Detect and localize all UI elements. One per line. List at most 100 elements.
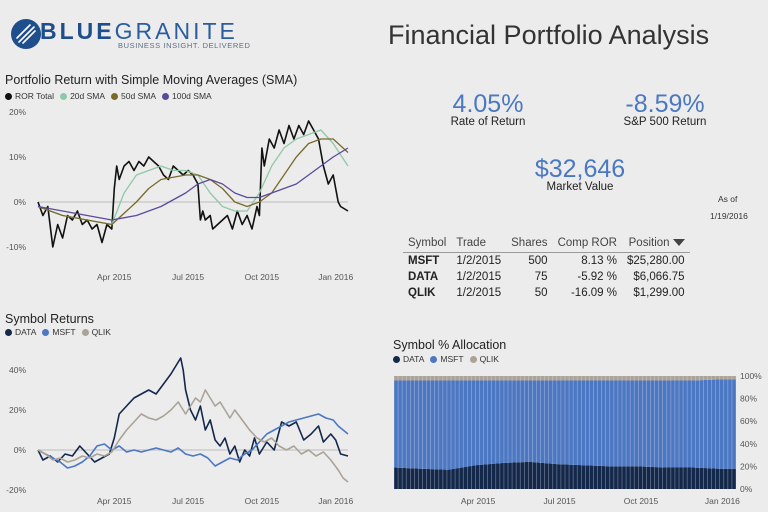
cell-position: $25,280.00 [627, 255, 685, 267]
x-tick-label: Jan 2016 [705, 496, 740, 506]
table-row[interactable]: MSFT 1/2/2015 500 8.13 % $25,280.00 [403, 253, 690, 270]
y-tick-label: 20% [740, 461, 757, 471]
legend-swatch-icon [393, 355, 400, 363]
legend-label: 100d SMA [172, 91, 212, 101]
cell-comp-ror: 8.13 % [581, 255, 617, 267]
column-header-trade[interactable]: Trade [451, 236, 507, 253]
cell-comp-ror: -16.09 % [570, 287, 617, 299]
cell-symbol: DATA [408, 271, 439, 283]
sp500-return-card: -8.59% S&P 500 Return [595, 90, 735, 128]
x-tick-label: Jan 2016 [318, 272, 353, 282]
cell-position: $1,299.00 [633, 287, 685, 299]
cell-trade: 1/2/2015 [456, 287, 502, 299]
rate-of-return-value: 4.05% [452, 90, 524, 118]
legend-label: ROR Total [15, 91, 55, 101]
y-tick-label: 20% [9, 107, 26, 117]
rate-of-return-card: 4.05% Rate of Return [418, 90, 558, 128]
series-line-20d-sma[interactable] [37, 129, 349, 226]
x-tick-label: Jul 2015 [544, 496, 576, 506]
series-line-qlik[interactable] [37, 389, 349, 483]
legend-swatch-icon [42, 328, 50, 336]
sort-descending-icon[interactable] [672, 239, 685, 247]
y-tick-label: 10% [9, 152, 26, 162]
legend-label: 50d SMA [121, 91, 156, 101]
column-header-shares[interactable]: Shares [506, 236, 553, 253]
symbol-returns-legend[interactable]: DATA MSFT QLIK [5, 327, 111, 337]
legend-swatch-icon [469, 355, 477, 363]
x-tick-label: Jan 2016 [318, 496, 353, 506]
legend-label: MSFT [440, 354, 464, 364]
y-tick-label: 20% [9, 405, 26, 415]
y-tick-label: 60% [740, 416, 757, 426]
cell-shares: 75 [534, 271, 548, 283]
legend-label: QLIK [91, 327, 111, 337]
market-value-card: $32,646 Market Value [505, 155, 655, 193]
x-tick-label: Jul 2015 [172, 496, 204, 506]
x-tick-label: Apr 2015 [97, 496, 132, 506]
y-tick-label: 0% [740, 484, 753, 494]
legend-item-qlik[interactable]: QLIK [81, 327, 111, 337]
bluegranite-logo [11, 19, 41, 49]
column-header-position[interactable]: Position [622, 236, 690, 253]
x-tick-label: Jul 2015 [172, 272, 204, 282]
sma-chart-title: Portfolio Return with Simple Moving Aver… [5, 73, 298, 87]
cell-position: $6,066.75 [633, 271, 685, 283]
as-of-label: As of [718, 194, 738, 204]
legend-item-20d-sma[interactable]: 20d SMA [60, 91, 105, 101]
legend-item-100d-sma[interactable]: 100d SMA [162, 91, 212, 101]
cell-symbol: QLIK [408, 287, 436, 299]
y-tick-label: 40% [9, 365, 26, 375]
legend-label: DATA [15, 327, 37, 337]
x-tick-label: Oct 2015 [245, 496, 280, 506]
legend-label: MSFT [52, 327, 76, 337]
column-header-symbol[interactable]: Symbol [403, 236, 452, 253]
legend-swatch-icon [430, 355, 438, 363]
sma-chart-legend[interactable]: ROR Total 20d SMA 50d SMA 100d SMA [5, 91, 212, 101]
legend-item-qlik[interactable]: QLIK [469, 354, 499, 364]
y-tick-label: 80% [740, 394, 757, 404]
x-tick-label: Apr 2015 [97, 272, 132, 282]
series-line-ror-total[interactable] [37, 120, 349, 248]
legend-swatch-icon [5, 92, 12, 100]
allocation-chart-title: Symbol % Allocation [393, 338, 507, 352]
symbol-returns-chart-title: Symbol Returns [5, 312, 94, 326]
legend-swatch-icon [60, 92, 68, 100]
table-row[interactable]: DATA 1/2/2015 75 -5.92 % $6,066.75 [403, 269, 690, 285]
table-row[interactable]: QLIK 1/2/2015 50 -16.09 % $1,299.00 [403, 285, 690, 301]
legend-item-msft[interactable]: MSFT [430, 354, 464, 364]
symbol-returns-chart[interactable]: 40% 20% 0% -20% Apr 2015 Jul 2015 Oct 2015 Jan … [0, 340, 360, 510]
series-line-100d-sma[interactable] [37, 147, 349, 221]
legend-swatch-icon [81, 328, 89, 336]
column-header-comp-ror[interactable]: Comp ROR [552, 236, 622, 253]
allocation-chart-legend[interactable]: DATA MSFT QLIK [393, 354, 499, 364]
legend-item-50d-sma[interactable]: 50d SMA [111, 91, 156, 101]
as-of-date: 1/19/2016 [710, 211, 748, 221]
cell-shares: 50 [534, 287, 548, 299]
logo-tagline: BUSINESS INSIGHT. DELIVERED [118, 41, 251, 50]
series-line-50d-sma[interactable] [37, 138, 349, 226]
legend-item-data[interactable]: DATA [5, 327, 36, 337]
legend-item-ror-total[interactable]: ROR Total [5, 91, 54, 101]
series-line-msft[interactable] [37, 413, 349, 469]
y-tick-label: -20% [6, 485, 26, 495]
legend-item-data[interactable]: DATA [393, 354, 424, 364]
legend-swatch-icon [5, 328, 12, 336]
x-tick-label: Apr 2015 [461, 496, 496, 506]
legend-swatch-icon [111, 92, 119, 100]
series-line-data[interactable] [37, 357, 349, 463]
x-tick-label: Oct 2015 [245, 272, 280, 282]
cell-comp-ror: -5.92 % [577, 271, 617, 283]
holdings-header-row: Symbol Trade Shares Comp ROR Position [403, 236, 690, 253]
legend-label: DATA [403, 354, 425, 364]
sp500-return-value: -8.59% [625, 90, 705, 118]
allocation-chart[interactable]: 100% 80% 60% 40% 20% 0% Apr 2015 Jul 2015 Oct 20… [380, 366, 768, 512]
cell-shares: 500 [528, 255, 548, 267]
y-tick-label: -10% [6, 242, 26, 252]
y-tick-label: 0% [14, 197, 27, 207]
cell-symbol: MSFT [408, 255, 440, 267]
legend-item-msft[interactable]: MSFT [42, 327, 76, 337]
market-value-value: $32,646 [534, 155, 626, 183]
cell-trade: 1/2/2015 [456, 255, 502, 267]
sma-chart[interactable]: 20% 10% 0% -10% Apr 2015 Jul 2015 Oct 2015 Jan … [0, 100, 360, 290]
y-tick-label: 100% [740, 371, 762, 381]
